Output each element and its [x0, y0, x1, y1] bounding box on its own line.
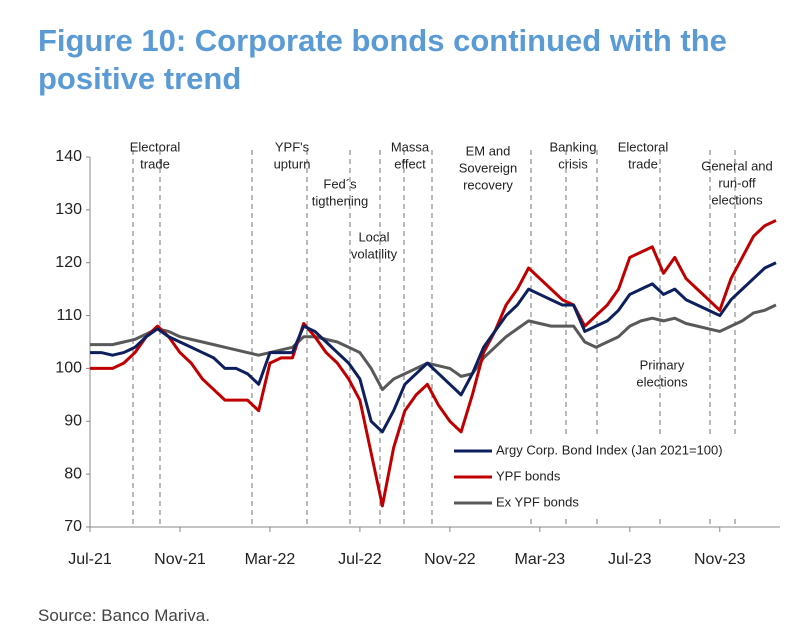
- annotation: effect: [394, 156, 426, 171]
- annotation: Electoral: [618, 139, 669, 154]
- chart-title: Figure 10: Corporate bonds continued wit…: [38, 23, 727, 96]
- series-line: [90, 261, 777, 434]
- legend-box: [452, 437, 770, 517]
- annotation: trade: [140, 156, 170, 171]
- y-tick-label: 100: [55, 360, 82, 377]
- x-tick-label: Nov-21: [154, 551, 206, 568]
- annotation: trade: [628, 156, 658, 171]
- x-tick-label: Nov-22: [424, 551, 476, 568]
- annotation: run-off: [718, 175, 756, 190]
- annotation: YPF's: [275, 139, 310, 154]
- annotation: EM and: [466, 143, 511, 158]
- annotation: elections: [636, 374, 688, 389]
- annotation: Massa: [391, 139, 430, 154]
- annotation: Banking: [550, 139, 597, 154]
- y-tick-label: 70: [64, 518, 82, 535]
- y-tick-label: 120: [55, 254, 82, 271]
- annotation: crisis: [558, 156, 588, 171]
- x-tick-label: Mar-22: [245, 551, 296, 568]
- series-line: [90, 303, 777, 392]
- x-tick-label: Jul-21: [68, 551, 112, 568]
- legend-label: Argy Corp. Bond Index (Jan 2021=100): [496, 442, 723, 457]
- annotation: Electoral: [130, 139, 181, 154]
- annotation: elections: [711, 192, 763, 207]
- x-tick-label: Nov-23: [694, 551, 746, 568]
- y-tick-label: 110: [56, 307, 82, 324]
- y-tick-label: 80: [64, 465, 82, 482]
- x-tick-label: Mar-23: [514, 551, 565, 568]
- annotation: recovery: [463, 177, 513, 192]
- chart: 70 80 90 100 110 120 130 140 Jul-21 Nov-21 Mar-22 J…: [55, 139, 780, 568]
- annotation: General and: [701, 158, 773, 173]
- x-tick-label: Jul-23: [608, 551, 652, 568]
- annotation: tigthening: [312, 193, 368, 208]
- x-tick-label: Jul-22: [338, 551, 382, 568]
- legend-label: YPF bonds: [496, 468, 561, 483]
- source: Source: Banco Mariva.: [38, 606, 210, 625]
- annotation: upturn: [274, 156, 311, 171]
- y-tick-label: 130: [55, 201, 82, 218]
- annotation: volatility: [351, 246, 398, 261]
- y-tick-label: 140: [55, 148, 82, 165]
- annotation: Local: [358, 229, 389, 244]
- legend-label: Ex YPF bonds: [496, 494, 579, 509]
- series-line: [90, 219, 777, 508]
- annotation: Sovereign: [459, 160, 518, 175]
- y-tick-label: 90: [64, 413, 82, 430]
- annotation: Fed´s: [323, 176, 357, 191]
- annotation: Primary: [640, 357, 685, 372]
